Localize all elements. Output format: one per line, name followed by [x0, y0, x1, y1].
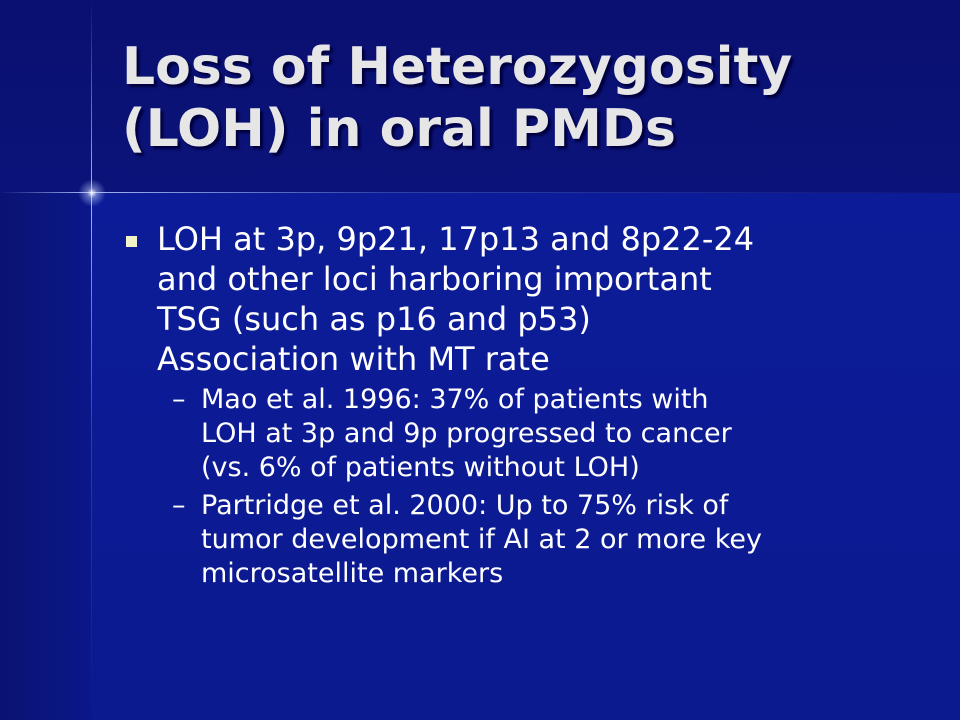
slide-title: Loss of Heterozygosity (LOH) in oral PMD…	[122, 36, 942, 160]
sub-bullet-line: tumor development if AI at 2 or more key	[201, 524, 762, 555]
horizontal-accent-line	[0, 192, 960, 193]
bullet-line: LOH at 3p, 9p21, 17p13 and 8p22-24	[157, 220, 755, 258]
bullet-line: TSG (such as p16 and p53)	[157, 300, 591, 338]
sub-bullet-line: (vs. 6% of patients without LOH)	[201, 452, 640, 483]
sub-bullet-item: – Mao et al. 1996: 37% of patients with …	[172, 383, 936, 485]
content-area	[92, 193, 960, 720]
left-band	[0, 193, 92, 720]
bullet-line: and other loci harboring important	[157, 260, 712, 298]
title-band	[0, 0, 960, 193]
title-line-2: (LOH) in oral PMDs	[122, 99, 676, 159]
sub-bullet-line: Partridge et al. 2000: Up to 75% risk of	[201, 490, 729, 521]
sub-bullet-item: – Partridge et al. 2000: Up to 75% risk …	[172, 489, 936, 591]
sub-bullet-line: microsatellite markers	[201, 558, 504, 589]
sparkle-icon	[78, 179, 106, 207]
vertical-accent-line	[91, 0, 92, 720]
bullet-item: LOH at 3p, 9p21, 17p13 and 8p22-24 and o…	[126, 219, 936, 379]
square-bullet-icon	[126, 236, 137, 247]
dash-bullet: –	[172, 384, 186, 415]
dash-bullet: –	[172, 490, 186, 521]
bullet-list: LOH at 3p, 9p21, 17p13 and 8p22-24 and o…	[126, 219, 936, 591]
sub-bullet-line: Mao et al. 1996: 37% of patients with	[201, 384, 709, 415]
bullet-line: Association with MT rate	[157, 340, 550, 378]
title-line-1: Loss of Heterozygosity	[122, 37, 793, 97]
sub-bullet-line: LOH at 3p and 9p progressed to cancer	[201, 418, 732, 449]
